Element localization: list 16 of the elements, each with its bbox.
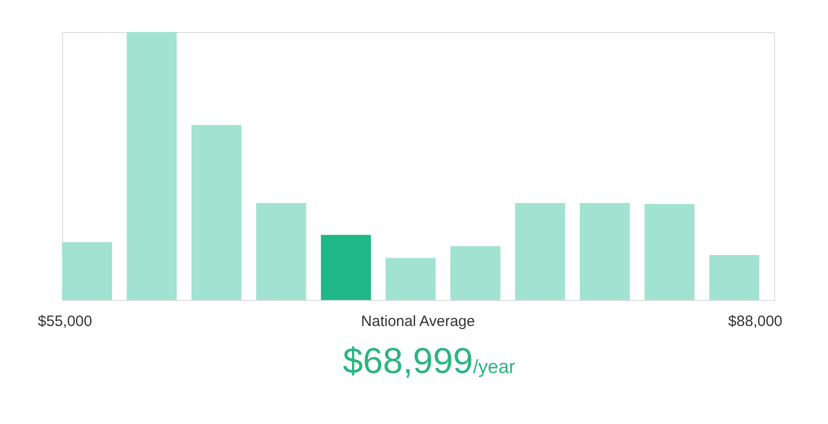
text: $68,999 [342,340,473,381]
bar [450,246,500,300]
bar [515,202,566,300]
bar [644,204,695,300]
bar [256,202,306,300]
bar [320,234,371,300]
bar [191,124,242,300]
bar [126,32,177,300]
bar [580,202,630,300]
bar [709,254,760,300]
text: $55,000 [38,313,92,330]
text: /year [473,357,516,378]
bar [62,242,112,300]
text: $88,000 [728,313,782,330]
bar [386,258,436,300]
text: National Average [361,313,475,330]
